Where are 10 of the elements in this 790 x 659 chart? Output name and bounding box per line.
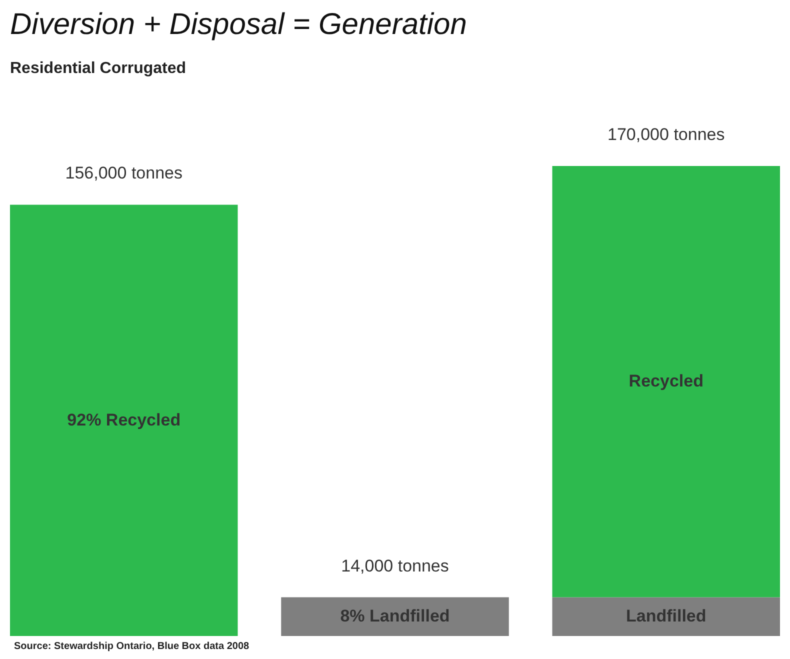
total-label: 170,000 tonnes [608, 125, 725, 144]
data-label: 156,000 tonnes [65, 164, 182, 183]
annotation: 8% Landfilled [340, 606, 450, 626]
annotation: 92% Recycled [67, 410, 181, 430]
source-note: Source: Stewardship Ontario, Blue Box data 2008 [13, 641, 250, 652]
data-label: 14,000 tonnes [341, 556, 449, 576]
series-label: Landfilled [626, 606, 706, 626]
chart-title: Diversion + Disposal = Generation [10, 8, 467, 41]
series-label: Recycled [628, 372, 704, 391]
chart-subtitle: Residential Corrugated [10, 60, 186, 77]
